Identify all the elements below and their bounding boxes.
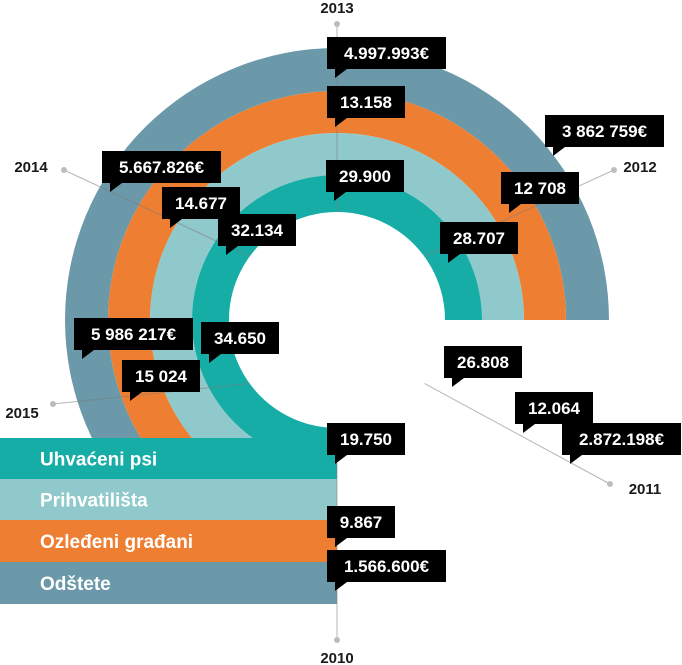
year-label-2013: 2013 xyxy=(320,0,353,17)
callout-box xyxy=(327,423,405,455)
spoke-2015 xyxy=(52,382,250,405)
data-label: 26.808 xyxy=(457,353,509,372)
callout-odstete-2010: 1.566.600€ xyxy=(327,550,446,591)
data-label: 28.707 xyxy=(453,229,505,248)
callout-tail xyxy=(509,204,521,213)
year-label-2015: 2015 xyxy=(5,405,38,422)
callout-tail xyxy=(209,354,221,363)
callout-ozledeni-gradjani-2015: 15 024 xyxy=(122,360,200,401)
callout-box xyxy=(444,346,522,378)
callout-box xyxy=(201,322,279,354)
callout-tail xyxy=(553,147,565,156)
callout-box xyxy=(327,86,405,118)
year-label-2010: 2010 xyxy=(320,650,353,665)
callout-tail xyxy=(82,350,94,359)
spoke-2011 xyxy=(424,383,611,485)
year-dot-2011 xyxy=(607,481,613,487)
callout-ozledeni-gradjani-2011: 12.064 xyxy=(515,392,593,433)
callout-tail xyxy=(523,424,535,433)
callout-box xyxy=(162,187,240,219)
callout-odstete-2012: 3 862 759€ xyxy=(545,115,664,156)
callout-tail xyxy=(170,219,182,228)
callout-box xyxy=(501,172,579,204)
callout-uhvaceni-psi-2013: 29.900 xyxy=(326,160,404,201)
callout-box xyxy=(102,151,221,183)
year-dot-2014 xyxy=(61,167,67,173)
callout-box xyxy=(545,115,664,147)
legend-label-ozledeni-gradjani: Ozleđeni građani xyxy=(40,532,193,553)
data-label: 19.750 xyxy=(340,430,392,449)
callout-uhvaceni-psi-2014: 32.134 xyxy=(218,214,296,255)
callout-tail xyxy=(226,246,238,255)
data-label: 13.158 xyxy=(340,93,392,112)
callout-tail xyxy=(452,378,464,387)
year-dot-2012 xyxy=(611,167,617,173)
legend-bar-odstete xyxy=(0,562,337,604)
callout-box xyxy=(562,423,681,455)
legend: Odštete Ozleđeni građani Prihvatilišta Uhva… xyxy=(0,438,337,604)
year-label-2012: 2012 xyxy=(623,159,656,176)
callout-uhvaceni-psi-2015: 34.650 xyxy=(201,322,279,363)
callout-uhvaceni-psi-2010: 19.750 xyxy=(327,423,405,464)
year-dot-2010 xyxy=(334,637,340,643)
callout-box xyxy=(327,506,395,538)
legend-bar-ozledeni-gradjani xyxy=(0,520,337,562)
callout-box xyxy=(440,222,518,254)
data-label: 12 708 xyxy=(514,179,566,198)
year-dot-2015 xyxy=(50,401,56,407)
callout-tail xyxy=(334,192,346,201)
callout-box xyxy=(218,214,296,246)
callout-tail xyxy=(335,455,347,464)
callout-ozledeni-gradjani-2010: 9.867 xyxy=(327,506,395,547)
legend-label-odstete: Odštete xyxy=(40,574,111,595)
data-label: 4.997.993€ xyxy=(344,44,430,63)
callout-tail xyxy=(335,118,347,127)
year-label-2011: 2011 xyxy=(629,481,662,498)
data-label: 1.566.600€ xyxy=(344,557,430,576)
callout-tail xyxy=(448,254,460,263)
data-label: 9.867 xyxy=(340,513,383,532)
callout-tail xyxy=(570,455,582,464)
callout-uhvaceni-psi-2011: 26.808 xyxy=(444,346,522,387)
callouts-layer: 19.750 26.808 28.707 29.900 32.134 34.650 9.86… xyxy=(74,37,681,591)
callout-odstete-2015: 5 986 217€ xyxy=(74,318,193,359)
data-label: 15 024 xyxy=(135,367,188,386)
data-label: 12.064 xyxy=(528,399,581,418)
callout-tail xyxy=(110,183,122,192)
callout-odstete-2014: 5.667.826€ xyxy=(102,151,221,192)
callout-odstete-2011: 2.872.198€ xyxy=(562,423,681,464)
legend-bar-uhvaceni-psi xyxy=(0,438,337,479)
callout-tail xyxy=(335,582,347,591)
data-label: 5 986 217€ xyxy=(91,325,177,344)
callout-box xyxy=(515,392,593,424)
callout-ozledeni-gradjani-2013: 13.158 xyxy=(327,86,405,127)
callout-ozledeni-gradjani-2014: 14.677 xyxy=(162,187,240,228)
callout-box xyxy=(326,160,404,192)
data-label: 5.667.826€ xyxy=(119,158,205,177)
data-label: 3 862 759€ xyxy=(562,122,648,141)
callout-uhvaceni-psi-2012: 28.707 xyxy=(440,222,518,263)
data-label: 29.900 xyxy=(339,167,391,186)
callout-odstete-2013: 4.997.993€ xyxy=(327,37,446,78)
data-label: 14.677 xyxy=(175,194,227,213)
legend-label-uhvaceni-psi: Uhvaćeni psi xyxy=(40,450,157,471)
callout-box xyxy=(327,550,446,582)
callout-box xyxy=(74,318,193,350)
callout-tail xyxy=(335,538,347,547)
callout-ozledeni-gradjani-2012: 12 708 xyxy=(501,172,579,213)
legend-label-prihvatilista: Prihvatilišta xyxy=(40,491,148,512)
year-dot-2013 xyxy=(334,21,340,27)
callout-tail xyxy=(130,392,142,401)
data-label: 34.650 xyxy=(214,329,266,348)
callout-tail xyxy=(335,69,347,78)
legend-bar-prihvatilista xyxy=(0,479,337,520)
data-label: 2.872.198€ xyxy=(579,430,665,449)
callout-box xyxy=(122,360,200,392)
callout-box xyxy=(327,37,446,69)
year-label-2014: 2014 xyxy=(14,159,48,176)
data-label: 32.134 xyxy=(231,221,284,240)
